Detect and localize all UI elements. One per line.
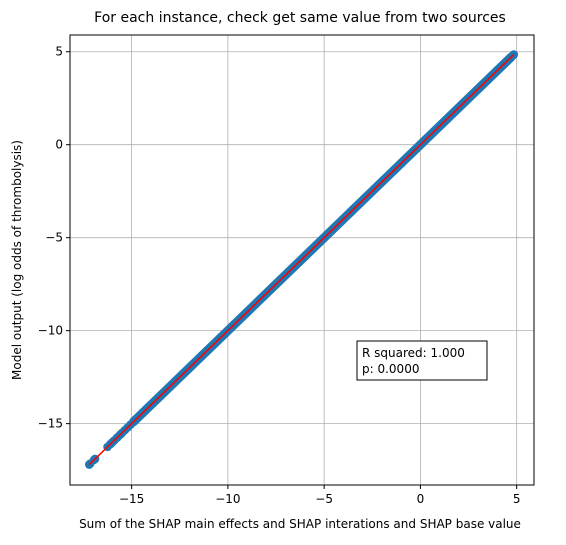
y-tick-label: 5 [55,45,63,59]
y-tick-label: −10 [38,324,63,338]
y-tick-label: 0 [55,138,63,152]
x-tick-label: −5 [315,492,333,506]
chart-title: For each instance, check get same value … [94,10,506,26]
annotation-r-squared: R squared: 1.000 [362,346,465,360]
y-tick-label: −15 [38,417,63,431]
plot-frame [69,34,535,486]
annotation-p-value: p: 0.0000 [362,362,419,376]
x-axis-ticks: −15 −10 −5 0 5 [119,485,521,506]
annotation-box [356,340,488,381]
x-tick-label: 0 [417,492,425,506]
y-axis-label: Model output (log odds of thrombolysis) [10,140,24,380]
y-axis-ticks: −15 −10 −5 0 5 [38,45,70,431]
regression-line [88,53,515,466]
x-tick-label: 5 [513,492,521,506]
y-tick-label: −5 [45,231,63,245]
x-tick-label: −10 [215,492,240,506]
x-axis-label: Sum of the SHAP main effects and SHAP in… [79,517,521,531]
fit-line [88,53,515,466]
stats-annotation: R squared: 1.000 p: 0.0000 [356,340,488,381]
grid-lines [70,35,534,485]
x-tick-label: −15 [119,492,144,506]
